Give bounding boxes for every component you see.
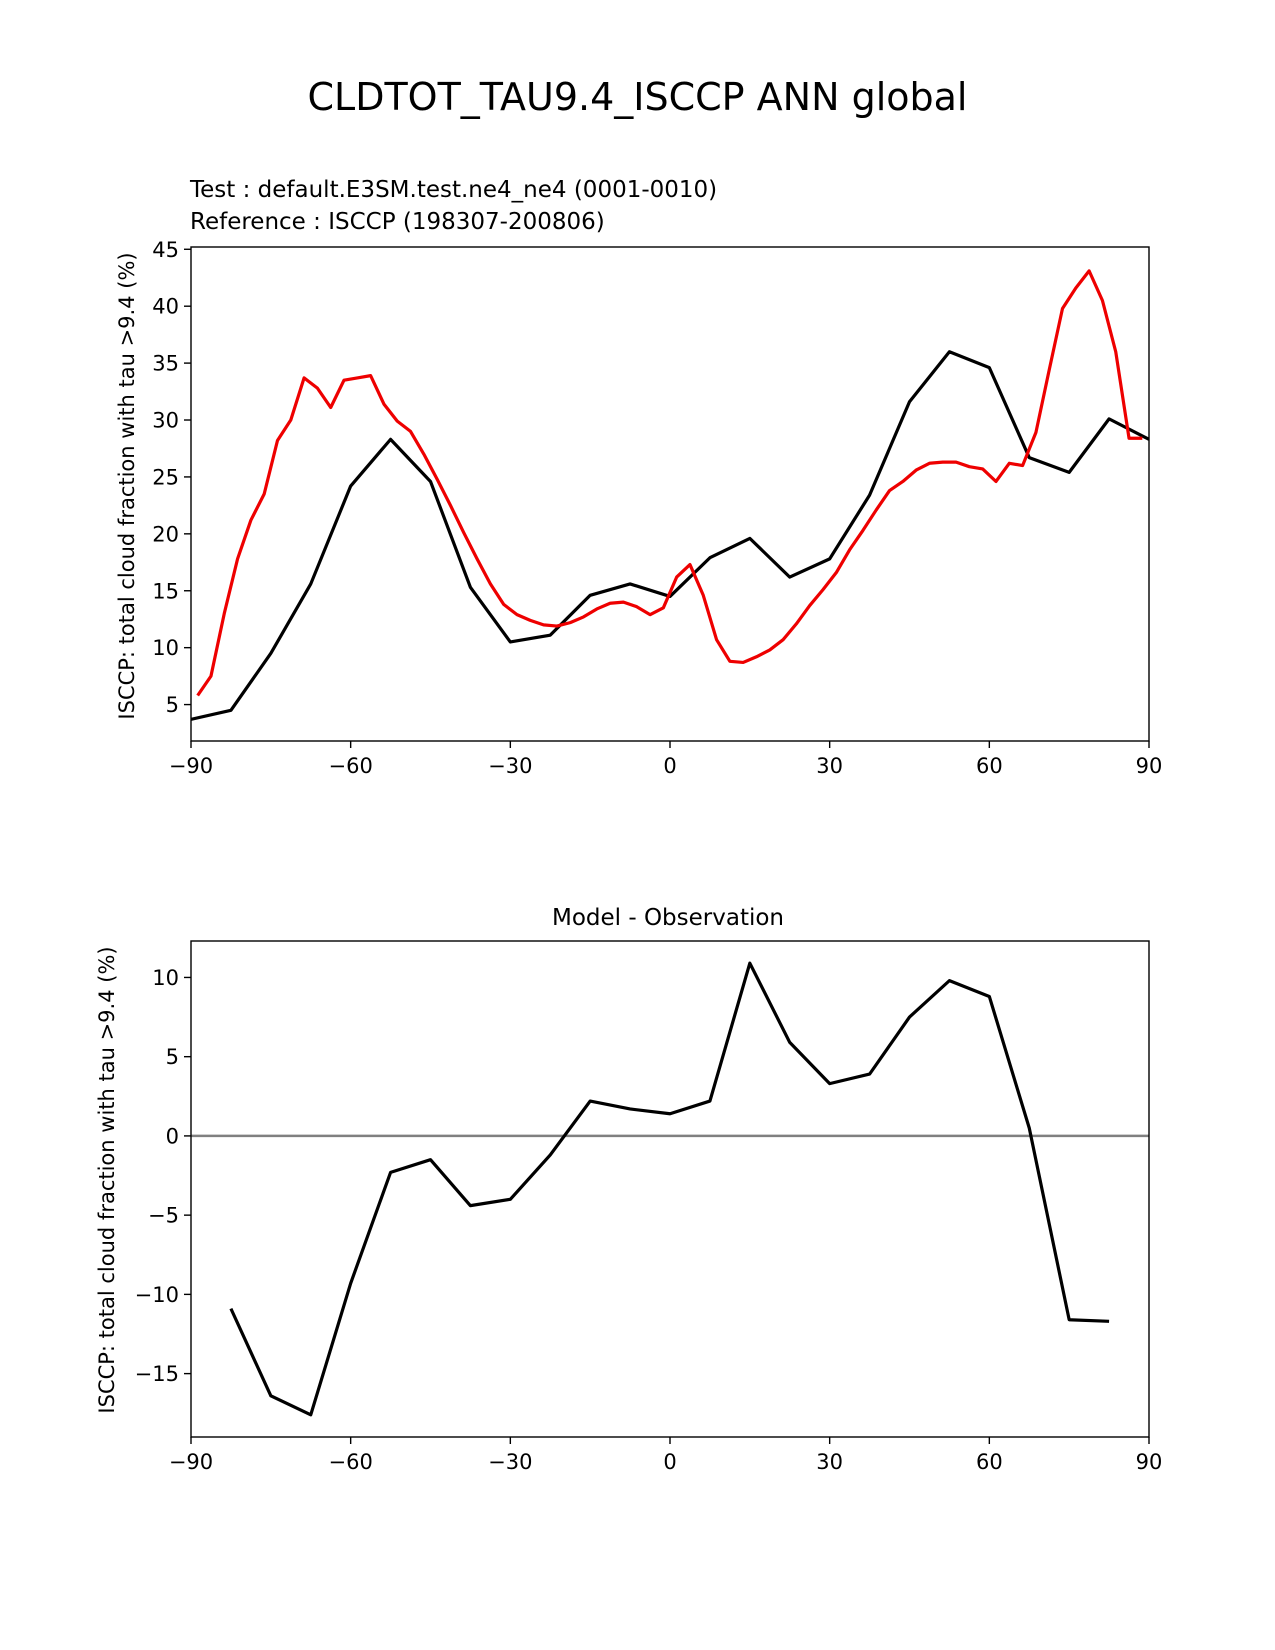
top-xtick-label: 0 xyxy=(663,754,676,778)
bottom-series-model-observation xyxy=(229,961,1110,1417)
top-xtick-label: 90 xyxy=(1136,754,1163,778)
top-ytick-label: 5 xyxy=(166,693,179,717)
top-xtick-label: 60 xyxy=(976,754,1003,778)
top-xtick-label: 30 xyxy=(816,754,843,778)
top-ytick-label: 45 xyxy=(152,238,179,262)
bottom-xtick-label: −60 xyxy=(329,1450,373,1474)
top-ytick-label: 10 xyxy=(152,636,179,660)
bottom-xtick-label: −30 xyxy=(488,1450,532,1474)
reference-label: Reference : ISCCP (198307-200806) xyxy=(190,209,605,235)
bottom-ytick-label: 0 xyxy=(166,1124,179,1148)
top-ytick-label: 35 xyxy=(152,352,179,376)
top-plot: −90 −60 −30 0 30 60 90 5 10 15 20 25 30 35 40 45 xyxy=(152,238,1162,778)
top-xtick-label: −90 xyxy=(169,754,213,778)
bottom-ytick-label: −5 xyxy=(148,1204,179,1228)
figure-title: CLDTOT_TAU9.4_ISCCP ANN global xyxy=(307,75,967,119)
top-ylabel: ISCCP: total cloud fraction with tau >9.… xyxy=(115,252,139,719)
bottom-ytick-label: −10 xyxy=(135,1283,179,1307)
top-series-test xyxy=(191,350,1149,721)
top-ytick-label: 30 xyxy=(152,409,179,433)
bottom-xtick-label: −90 xyxy=(169,1450,213,1474)
bottom-axes-frame xyxy=(190,940,1150,1438)
bottom-ylabel: ISCCP: total cloud fraction with tau >9.… xyxy=(95,946,119,1413)
top-ytick-label: 40 xyxy=(152,295,179,319)
bottom-xtick-label: 60 xyxy=(976,1450,1003,1474)
top-ytick-label: 25 xyxy=(152,465,179,489)
bottom-ytick-label: 10 xyxy=(152,966,179,990)
bottom-title: Model - Observation xyxy=(552,905,784,931)
bottom-xtick-label: 0 xyxy=(663,1450,676,1474)
test-label: Test : default.E3SM.test.ne4_ne4 (0001-0… xyxy=(189,177,717,203)
top-series-reference xyxy=(196,269,1143,697)
top-xtick-label: −30 xyxy=(488,754,532,778)
bottom-xtick-label: 30 xyxy=(816,1450,843,1474)
top-xtick-label: −60 xyxy=(329,754,373,778)
top-axes-frame xyxy=(190,246,1150,742)
bottom-plot: −90 −60 −30 0 30 60 90 −15 −10 −5 0 5 10 xyxy=(135,940,1163,1474)
top-ytick-label: 15 xyxy=(152,579,179,603)
bottom-ytick-label: 5 xyxy=(166,1045,179,1069)
bottom-xtick-label: 90 xyxy=(1136,1450,1163,1474)
bottom-ytick-label: −15 xyxy=(135,1362,179,1386)
top-ytick-label: 20 xyxy=(152,522,179,546)
